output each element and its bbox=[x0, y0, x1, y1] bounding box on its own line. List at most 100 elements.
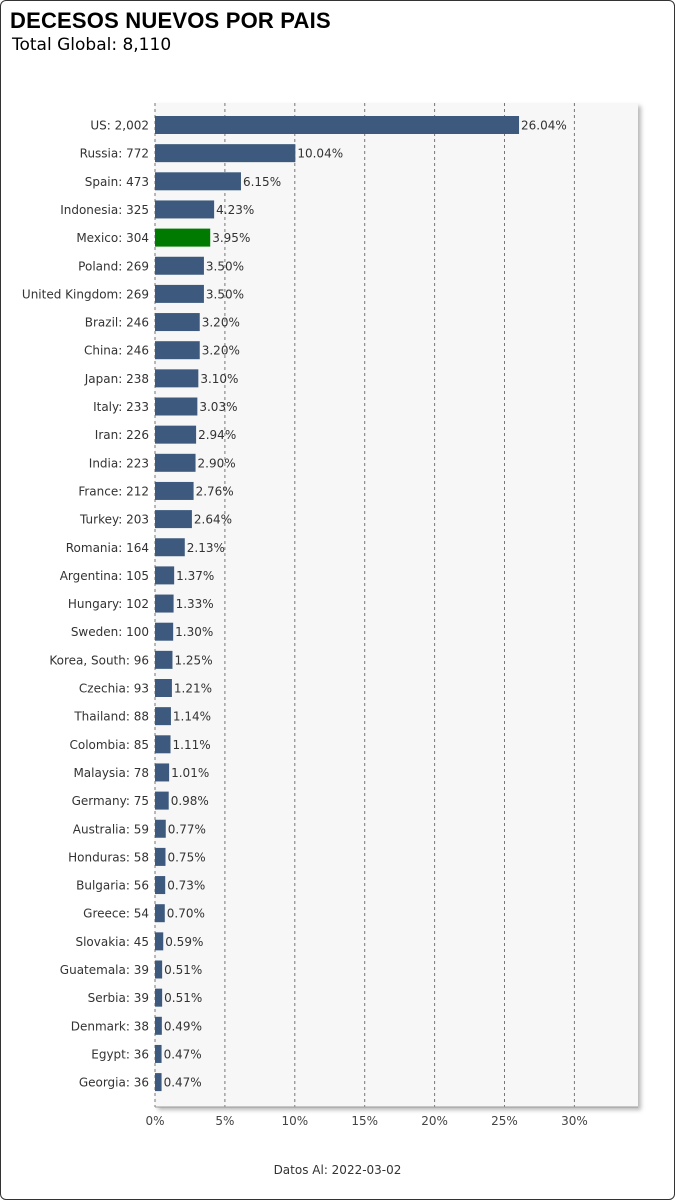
category-label: Malaysia: 78 bbox=[73, 766, 149, 780]
bar bbox=[155, 538, 185, 557]
x-tick-label: 30% bbox=[561, 1114, 588, 1128]
x-axis: 0% 5% 10% 15% 20% 25% 30% bbox=[145, 1106, 638, 1128]
bar bbox=[155, 707, 171, 726]
category-label: Hungary: 102 bbox=[68, 597, 149, 611]
category-label: Australia: 59 bbox=[73, 822, 149, 836]
data-label: 1.01% bbox=[171, 766, 209, 780]
bar bbox=[155, 988, 163, 1007]
category-label: Slovakia: 45 bbox=[75, 935, 149, 949]
data-label: 26.04% bbox=[521, 119, 567, 133]
data-label: 2.76% bbox=[196, 484, 234, 498]
category-label: United Kingdom: 269 bbox=[22, 287, 149, 301]
bar bbox=[155, 284, 204, 303]
category-label: Honduras: 58 bbox=[68, 850, 149, 864]
bar bbox=[155, 228, 211, 247]
data-label: 0.51% bbox=[164, 991, 202, 1005]
category-label: Serbia: 39 bbox=[88, 991, 149, 1005]
data-label: 0.75% bbox=[167, 850, 205, 864]
bars: 26.04% 10.04% 6.15% 4.23% 3.95% 3.50% 3.50% 3.2… bbox=[155, 116, 567, 1092]
bar bbox=[155, 819, 166, 838]
data-label: 2.64% bbox=[194, 513, 232, 527]
bar bbox=[155, 1044, 162, 1063]
bar-chart: 26.04% 10.04% 6.15% 4.23% 3.95% 3.50% 3.50% 3.2… bbox=[22, 103, 638, 1128]
data-label: 4.23% bbox=[216, 203, 254, 217]
category-label: Japan: 238 bbox=[84, 372, 149, 386]
category-label: Bulgaria: 56 bbox=[76, 879, 149, 893]
category-labels: US: 2,002 Russia: 772 Spain: 473 Indonesia:… bbox=[22, 119, 149, 1090]
category-label: Guatemala: 39 bbox=[60, 963, 149, 977]
chart-subtitle: Total Global: 8,110 bbox=[12, 35, 172, 55]
bar bbox=[155, 960, 163, 979]
category-label: Romania: 164 bbox=[66, 541, 149, 555]
category-label: Colombia: 85 bbox=[69, 738, 149, 752]
bar bbox=[155, 735, 171, 754]
category-label: Egypt: 36 bbox=[91, 1047, 149, 1061]
category-label: Argentina: 105 bbox=[60, 569, 149, 583]
chart-title: DECESOS NUEVOS POR PAIS bbox=[10, 8, 331, 33]
data-label: 0.49% bbox=[164, 1019, 202, 1033]
bar bbox=[155, 510, 192, 529]
category-label: Poland: 269 bbox=[78, 259, 149, 273]
bar bbox=[155, 622, 174, 641]
x-tick-label: 10% bbox=[281, 1114, 308, 1128]
category-label: US: 2,002 bbox=[90, 119, 149, 133]
data-label: 3.20% bbox=[202, 344, 240, 358]
data-label: 2.90% bbox=[198, 456, 236, 470]
bar bbox=[155, 932, 164, 951]
category-label: Korea, South: 96 bbox=[49, 653, 149, 667]
bar bbox=[155, 650, 173, 669]
bar bbox=[155, 425, 197, 444]
data-label: 3.50% bbox=[206, 259, 244, 273]
data-label: 0.98% bbox=[171, 794, 209, 808]
x-tick-label: 25% bbox=[491, 1114, 518, 1128]
bar bbox=[155, 481, 194, 500]
category-label: Iran: 226 bbox=[95, 428, 149, 442]
category-label: Indonesia: 325 bbox=[60, 203, 149, 217]
data-label: 0.73% bbox=[167, 879, 205, 893]
category-label: Mexico: 304 bbox=[76, 231, 149, 245]
x-tick-label: 20% bbox=[421, 1114, 448, 1128]
category-label: Brazil: 246 bbox=[85, 316, 149, 330]
bar bbox=[155, 566, 175, 585]
category-label: Thailand: 88 bbox=[73, 710, 149, 724]
category-label: Turkey: 203 bbox=[79, 513, 149, 527]
data-label: 1.37% bbox=[176, 569, 214, 583]
bar bbox=[155, 200, 215, 219]
plot-area bbox=[155, 103, 638, 1107]
data-label: 3.50% bbox=[206, 287, 244, 301]
category-label: China: 246 bbox=[84, 344, 149, 358]
data-label: 0.70% bbox=[167, 907, 205, 921]
bar bbox=[155, 116, 520, 134]
data-date-footer: Datos Al: 2022-03-02 bbox=[273, 1163, 402, 1177]
data-label: 1.30% bbox=[175, 625, 213, 639]
x-tick-label: 5% bbox=[215, 1114, 234, 1128]
bar bbox=[155, 791, 169, 810]
data-label: 10.04% bbox=[297, 147, 343, 161]
bar bbox=[155, 847, 166, 866]
data-label: 3.95% bbox=[212, 231, 250, 245]
bar bbox=[155, 1073, 162, 1092]
category-label: Spain: 473 bbox=[85, 175, 149, 189]
bar bbox=[155, 763, 170, 782]
data-label: 1.21% bbox=[174, 682, 212, 696]
bar bbox=[155, 341, 200, 360]
category-label: Italy: 233 bbox=[93, 400, 149, 414]
data-label: 3.10% bbox=[200, 372, 238, 386]
bar bbox=[155, 397, 198, 416]
bar bbox=[155, 369, 199, 388]
bar bbox=[155, 1016, 162, 1035]
data-label: 0.47% bbox=[164, 1076, 202, 1090]
data-label: 0.47% bbox=[164, 1047, 202, 1061]
bar bbox=[155, 172, 241, 191]
bar bbox=[155, 256, 204, 275]
data-label: 2.13% bbox=[187, 541, 225, 555]
data-label: 0.59% bbox=[165, 935, 203, 949]
data-label: 3.20% bbox=[202, 316, 240, 330]
category-label: France: 212 bbox=[78, 484, 149, 498]
data-label: 1.14% bbox=[173, 710, 211, 724]
category-label: Denmark: 38 bbox=[71, 1019, 149, 1033]
bar bbox=[155, 453, 196, 472]
data-label: 2.94% bbox=[198, 428, 236, 442]
x-tick-label: 15% bbox=[351, 1114, 378, 1128]
bar bbox=[155, 904, 165, 923]
